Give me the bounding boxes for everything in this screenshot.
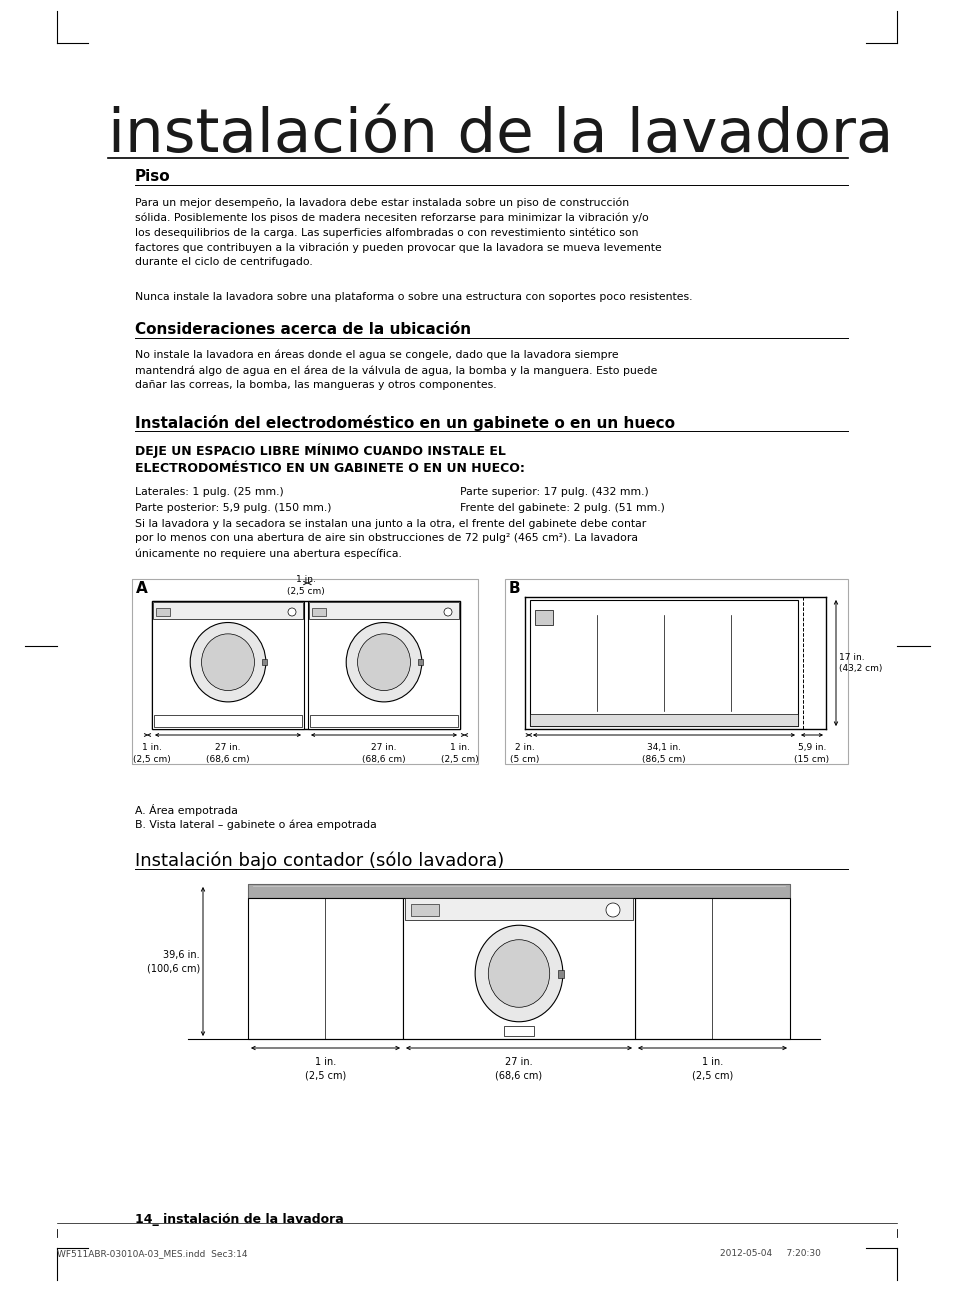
Ellipse shape bbox=[475, 926, 562, 1021]
Text: B. Vista lateral – gabinete o área empotrada: B. Vista lateral – gabinete o área empot… bbox=[135, 820, 376, 830]
Text: Consideraciones acerca de la ubicación: Consideraciones acerca de la ubicación bbox=[135, 321, 471, 337]
Bar bbox=[535, 611, 553, 625]
Text: 39,6 in.
(100,6 cm): 39,6 in. (100,6 cm) bbox=[147, 950, 200, 973]
Bar bbox=[152, 602, 304, 729]
Text: Instalación bajo contador (sólo lavadora): Instalación bajo contador (sólo lavadora… bbox=[135, 852, 504, 870]
Text: A. Área empotrada: A. Área empotrada bbox=[135, 804, 237, 816]
Text: 14_ instalación de la lavadora: 14_ instalación de la lavadora bbox=[135, 1214, 343, 1226]
Bar bbox=[530, 714, 797, 726]
Text: Parte posterior: 5,9 pulg. (150 mm.): Parte posterior: 5,9 pulg. (150 mm.) bbox=[135, 503, 331, 513]
Bar bbox=[156, 608, 170, 616]
Text: 1 in.
(2,5 cm): 1 in. (2,5 cm) bbox=[440, 744, 478, 764]
Text: No instale la lavadora en áreas donde el agua se congele, dado que la lavadora s: No instale la lavadora en áreas donde el… bbox=[135, 350, 657, 390]
Text: 2012-05-04     7:20:30: 2012-05-04 7:20:30 bbox=[720, 1248, 820, 1257]
Bar bbox=[417, 660, 422, 665]
Ellipse shape bbox=[201, 634, 254, 691]
Text: 1 in.
(2,5 cm): 1 in. (2,5 cm) bbox=[305, 1057, 346, 1081]
Text: WF511ABR-03010A-03_MES.indd  Sec3:14: WF511ABR-03010A-03_MES.indd Sec3:14 bbox=[57, 1248, 247, 1257]
Bar bbox=[262, 660, 267, 665]
Text: Parte superior: 17 pulg. (432 mm.): Parte superior: 17 pulg. (432 mm.) bbox=[459, 487, 648, 497]
Text: 27 in.
(68,6 cm): 27 in. (68,6 cm) bbox=[495, 1057, 542, 1081]
Bar bbox=[309, 602, 458, 618]
Bar bbox=[530, 600, 797, 726]
Text: Piso: Piso bbox=[135, 169, 171, 185]
Text: 27 in.
(68,6 cm): 27 in. (68,6 cm) bbox=[362, 744, 405, 764]
Text: 5,9 in.
(15 cm): 5,9 in. (15 cm) bbox=[794, 744, 829, 764]
Text: 27 in.
(68,6 cm): 27 in. (68,6 cm) bbox=[206, 744, 250, 764]
Ellipse shape bbox=[346, 622, 421, 702]
Text: 1 in.
(2,5 cm): 1 in. (2,5 cm) bbox=[287, 574, 325, 596]
Bar bbox=[635, 899, 789, 1039]
Bar bbox=[504, 578, 847, 764]
Bar bbox=[132, 578, 477, 764]
Text: Laterales: 1 pulg. (25 mm.): Laterales: 1 pulg. (25 mm.) bbox=[135, 487, 283, 497]
Text: Instalación del electrodoméstico en un gabinete o en un hueco: Instalación del electrodoméstico en un g… bbox=[135, 414, 675, 431]
Bar bbox=[152, 602, 459, 729]
Text: B: B bbox=[509, 581, 520, 596]
Text: 34,1 in.
(86,5 cm): 34,1 in. (86,5 cm) bbox=[641, 744, 685, 764]
Bar bbox=[411, 904, 438, 917]
Text: 2 in.
(5 cm): 2 in. (5 cm) bbox=[510, 744, 539, 764]
Text: 17 in.
(43,2 cm): 17 in. (43,2 cm) bbox=[838, 652, 882, 674]
Circle shape bbox=[288, 608, 295, 616]
Bar bbox=[248, 884, 789, 899]
Text: A: A bbox=[136, 581, 148, 596]
Bar bbox=[503, 1026, 534, 1035]
Bar bbox=[405, 899, 633, 920]
Ellipse shape bbox=[488, 940, 549, 1007]
Ellipse shape bbox=[357, 634, 410, 691]
Ellipse shape bbox=[190, 622, 266, 702]
Text: instalación de la lavadora: instalación de la lavadora bbox=[108, 106, 892, 165]
Bar bbox=[152, 602, 303, 618]
Text: Para un mejor desempeño, la lavadora debe estar instalada sobre un piso de const: Para un mejor desempeño, la lavadora deb… bbox=[135, 198, 661, 267]
Bar bbox=[310, 715, 457, 727]
Text: Si la lavadora y la secadora se instalan una junto a la otra, el frente del gabi: Si la lavadora y la secadora se instalan… bbox=[135, 519, 645, 559]
Text: 1 in.
(2,5 cm): 1 in. (2,5 cm) bbox=[133, 744, 171, 764]
Bar bbox=[402, 899, 635, 1039]
Text: DEJE UN ESPACIO LIBRE MÍNIMO CUANDO INSTALE EL
ELECTRODOMÉSTICO EN UN GABINETE O: DEJE UN ESPACIO LIBRE MÍNIMO CUANDO INST… bbox=[135, 443, 524, 475]
Text: 1 in.
(2,5 cm): 1 in. (2,5 cm) bbox=[691, 1057, 732, 1081]
Bar bbox=[312, 608, 326, 616]
Text: Nunca instale la lavadora sobre una plataforma o sobre una estructura con soport: Nunca instale la lavadora sobre una plat… bbox=[135, 292, 692, 302]
Bar bbox=[248, 899, 402, 1039]
Bar bbox=[153, 715, 302, 727]
Circle shape bbox=[443, 608, 452, 616]
Bar bbox=[557, 970, 563, 977]
Bar bbox=[308, 602, 459, 729]
Circle shape bbox=[605, 902, 619, 917]
Text: Frente del gabinete: 2 pulg. (51 mm.): Frente del gabinete: 2 pulg. (51 mm.) bbox=[459, 503, 664, 513]
